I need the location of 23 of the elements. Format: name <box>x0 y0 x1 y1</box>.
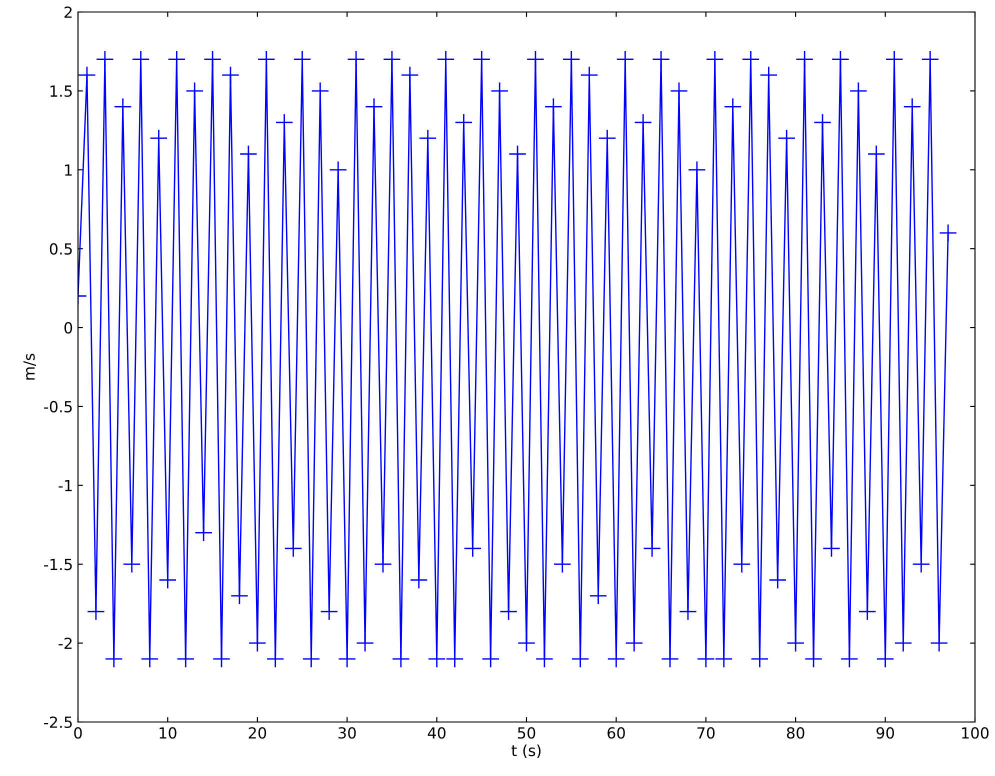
y-axis-title: m/s <box>23 354 36 380</box>
x-tick-label: 50 <box>518 727 536 739</box>
x-tick-label: 20 <box>248 727 266 739</box>
y-tick-label: -2.5 <box>44 716 72 728</box>
x-tick-label: 70 <box>697 727 715 739</box>
x-tick-label: 0 <box>74 727 82 739</box>
y-tick-label: -1 <box>58 480 72 492</box>
y-tick-label: 1 <box>65 164 72 176</box>
x-tick-label: 40 <box>428 727 446 739</box>
y-tick-label: -1.5 <box>44 558 72 570</box>
x-tick-label: 90 <box>876 727 894 739</box>
x-tick-label: 10 <box>160 727 176 739</box>
y-tick-label: 0.5 <box>50 243 72 255</box>
x-tick-label: 60 <box>608 727 625 739</box>
x-axis-title: t (s) <box>512 744 541 758</box>
y-tick-label: 2 <box>64 6 72 18</box>
x-tick-label: 80 <box>786 727 804 739</box>
x-tick-label: 30 <box>338 727 356 739</box>
y-tick-label: 1.5 <box>50 86 72 97</box>
x-tick-label: 100 <box>962 727 989 739</box>
y-tick-label: 0 <box>64 322 72 334</box>
y-tick-label: -2 <box>58 638 72 649</box>
y-tick-label: -0.5 <box>44 400 72 412</box>
